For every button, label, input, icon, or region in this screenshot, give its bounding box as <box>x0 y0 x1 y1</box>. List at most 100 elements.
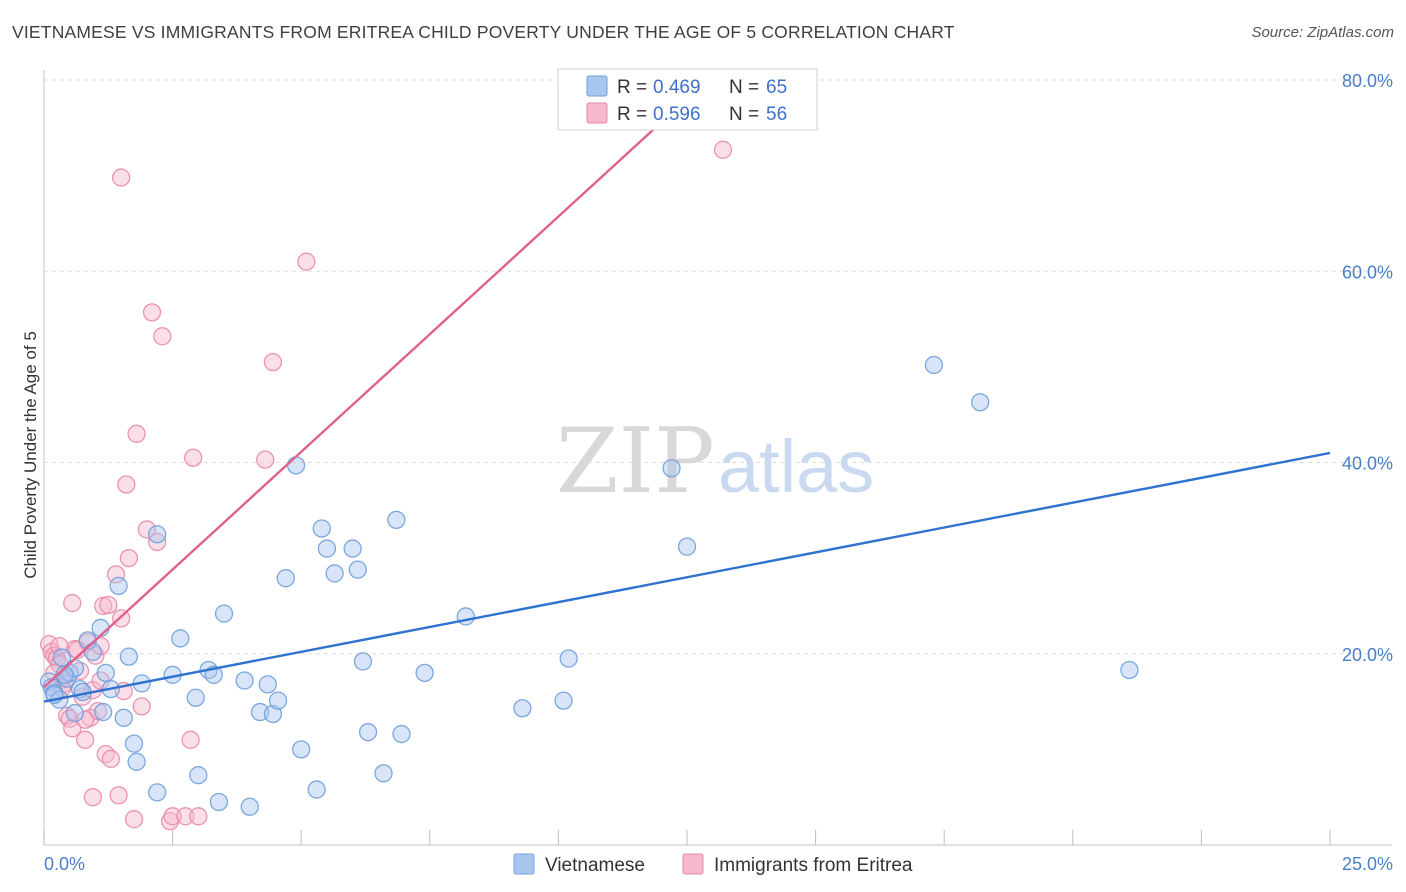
point-vietnamese-62 <box>240 797 259 816</box>
chart-source: Source: ZipAtlas.com <box>1251 24 1394 41</box>
watermark-zip: ZIP <box>556 409 715 514</box>
point-vietnamese-33 <box>286 456 306 475</box>
point-eritrea-49 <box>50 636 69 656</box>
point-eritrea-41 <box>256 450 275 469</box>
point-vietnamese-63 <box>307 780 326 799</box>
point-vietnamese-17 <box>119 647 139 666</box>
bottom-legend-label-vietnamese: Vietnamese <box>545 855 645 876</box>
point-vietnamese-32 <box>276 569 295 588</box>
point-eritrea-42 <box>263 352 283 372</box>
legend-r-value-eritrea: 0.596 <box>653 104 701 125</box>
point-eritrea-50 <box>124 810 144 829</box>
point-eritrea-44 <box>713 140 733 159</box>
point-eritrea-13 <box>76 730 95 749</box>
point-vietnamese-36 <box>317 539 337 558</box>
point-eritrea-51 <box>83 788 103 807</box>
point-vietnamese-46 <box>456 607 475 626</box>
point-vietnamese-41 <box>358 723 378 742</box>
point-eritrea-33 <box>148 532 167 552</box>
trendline-vietnamese <box>43 451 1331 703</box>
legend-r-value-vietnamese: 0.469 <box>653 77 701 98</box>
point-vietnamese-37 <box>325 564 344 583</box>
point-vietnamese-58 <box>94 702 113 722</box>
point-vietnamese-30 <box>263 704 283 724</box>
legend-r-label-eritrea: R = <box>617 104 647 125</box>
legend-r-label-vietnamese: R = <box>617 77 647 98</box>
point-vietnamese-51 <box>677 537 697 556</box>
legend-swatch-vietnamese <box>586 75 608 97</box>
chart-title: VIETNAMESE VS IMMIGRANTS FROM ERITREA CH… <box>12 22 955 42</box>
point-vietnamese-38 <box>343 539 362 558</box>
bottom-legend: Vietnamese Immigrants from Eritrea <box>513 853 913 876</box>
point-vietnamese-59 <box>124 734 144 753</box>
point-eritrea-23 <box>106 565 126 584</box>
point-vietnamese-61 <box>209 792 229 812</box>
point-eritrea-40 <box>189 807 208 826</box>
point-vietnamese-26 <box>214 604 234 623</box>
point-vietnamese-48 <box>554 691 573 710</box>
point-eritrea-36 <box>163 807 182 826</box>
bottom-legend-swatch-eritrea <box>682 853 704 875</box>
point-vietnamese-18 <box>127 752 146 771</box>
point-eritrea-47 <box>99 595 118 615</box>
point-vietnamese-52 <box>924 355 944 375</box>
point-vietnamese-45 <box>415 663 434 683</box>
x-tick-label-1: 25.0% <box>1342 854 1393 874</box>
point-eritrea-27 <box>117 475 136 494</box>
point-vietnamese-43 <box>387 510 406 530</box>
point-vietnamese-60 <box>189 766 208 785</box>
legend-n-value-eritrea: 56 <box>766 104 787 125</box>
point-eritrea-29 <box>127 424 146 443</box>
point-eritrea-45 <box>112 168 131 187</box>
legend-n-value-vietnamese: 65 <box>766 77 787 98</box>
point-vietnamese-49 <box>559 649 578 668</box>
y-tick-label-1: 40.0% <box>1342 454 1393 474</box>
point-vietnamese-15 <box>109 576 128 596</box>
point-vietnamese-11 <box>83 642 103 661</box>
point-vietnamese-35 <box>312 519 331 538</box>
trend-layer <box>43 79 1331 703</box>
point-vietnamese-44 <box>392 724 411 744</box>
point-eritrea-31 <box>137 520 157 539</box>
point-vietnamese-27 <box>235 671 254 690</box>
ticks-layer: 20.0% 40.0% 60.0% 80.0% 0.0% 25.0% <box>43 71 1393 874</box>
point-eritrea-38 <box>181 730 200 749</box>
legend-swatch-eritrea <box>586 102 608 124</box>
top-legend: R = 0.469 N = 65 R = 0.596 N = 56 <box>557 68 818 131</box>
point-eritrea-9 <box>63 719 82 738</box>
y-tick-label-2: 60.0% <box>1342 262 1393 282</box>
point-eritrea-39 <box>184 448 203 467</box>
legend-n-label-vietnamese: N = <box>729 77 759 98</box>
axis-layer <box>43 70 1392 846</box>
point-vietnamese-64 <box>148 783 167 802</box>
point-vietnamese-56 <box>65 703 85 723</box>
point-vietnamese-53 <box>971 393 990 412</box>
x-tick-label-0: 0.0% <box>44 854 85 874</box>
grid-layer <box>44 79 1392 655</box>
trendline-eritrea <box>43 79 709 689</box>
point-vietnamese-40 <box>353 652 373 671</box>
point-eritrea-24 <box>109 786 128 805</box>
watermark-atlas: atlas <box>718 425 874 508</box>
point-vietnamese-23 <box>186 688 205 707</box>
point-eritrea-43 <box>297 252 316 271</box>
point-vietnamese-20 <box>148 525 167 544</box>
point-vietnamese-34 <box>292 740 311 759</box>
legend-n-label-eritrea: N = <box>729 104 759 125</box>
point-eritrea-34 <box>153 327 172 346</box>
point-vietnamese-50 <box>662 459 681 478</box>
point-eritrea-54 <box>76 710 95 729</box>
point-eritrea-28 <box>119 548 139 568</box>
point-eritrea-30 <box>132 697 151 716</box>
point-vietnamese-47 <box>513 699 532 718</box>
y-tick-label-0: 20.0% <box>1342 645 1393 665</box>
point-vietnamese-54 <box>1120 660 1139 680</box>
point-vietnamese-16 <box>114 708 133 727</box>
point-eritrea-46 <box>63 593 82 613</box>
bottom-legend-label-eritrea: Immigrants from Eritrea <box>714 855 913 876</box>
point-eritrea-32 <box>142 303 162 322</box>
point-vietnamese-42 <box>374 764 393 783</box>
point-vietnamese-39 <box>348 560 367 579</box>
point-vietnamese-22 <box>171 629 190 648</box>
